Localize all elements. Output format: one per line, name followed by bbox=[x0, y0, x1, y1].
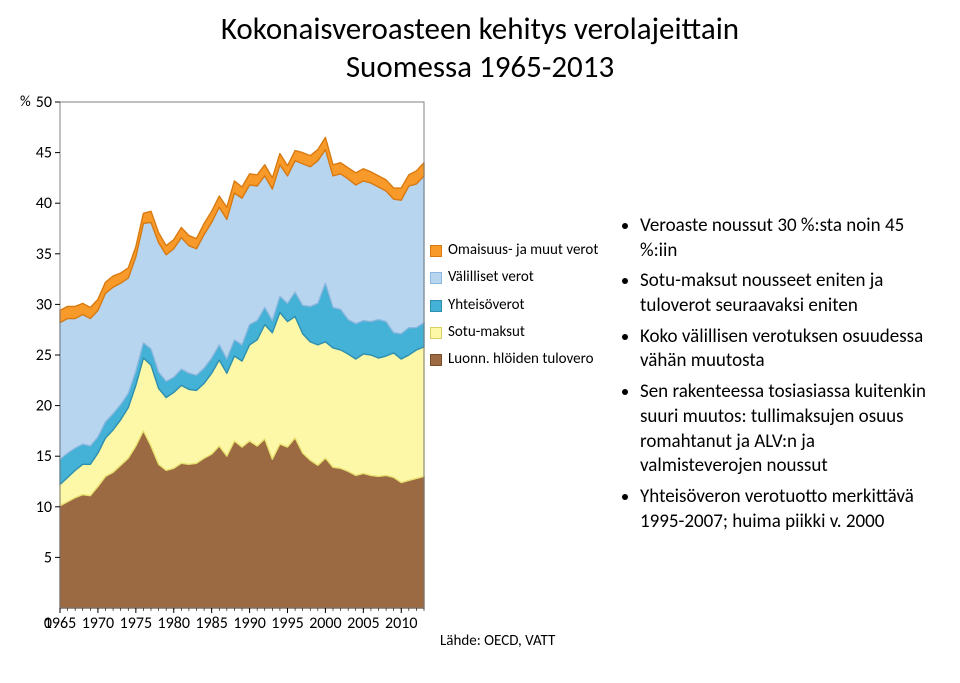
svg-text:45: 45 bbox=[36, 144, 52, 163]
bullet-4: Yhteisöveron verotuotto merkittävä 1995-… bbox=[640, 485, 940, 534]
svg-text:35: 35 bbox=[36, 245, 52, 264]
svg-text:20: 20 bbox=[36, 397, 52, 416]
svg-text:2000: 2000 bbox=[309, 614, 341, 633]
svg-text:1995: 1995 bbox=[271, 614, 303, 633]
svg-text:2010: 2010 bbox=[385, 614, 417, 633]
svg-text:%: % bbox=[20, 94, 31, 111]
chart-area: 5101520253035404550196519701975198019851… bbox=[20, 94, 430, 654]
legend-swatch bbox=[430, 327, 442, 339]
bullet-notes: Veroaste noussut 30 %:sta noin 45 %:iin S… bbox=[620, 94, 940, 540]
bullet-3: Sen rakenteessa tosiasiassa kuitenkin su… bbox=[640, 380, 940, 479]
svg-text:1975: 1975 bbox=[120, 614, 152, 633]
legend-item-luonn: Luonn. hlöiden tulovero bbox=[430, 351, 620, 368]
legend-label: Omaisuus- ja muut verot bbox=[448, 242, 598, 259]
legend-swatch bbox=[430, 354, 442, 366]
source-label: Lähde: OECD, VATT bbox=[440, 632, 555, 650]
svg-text:0: 0 bbox=[44, 614, 52, 633]
svg-text:1985: 1985 bbox=[195, 614, 227, 633]
bullet-1: Sotu-maksut nousseet eniten ja tuloverot… bbox=[640, 269, 940, 318]
legend-item-yhteiso: Yhteisöverot bbox=[430, 297, 620, 314]
legend-swatch bbox=[430, 300, 442, 312]
legend-label: Yhteisöverot bbox=[448, 297, 525, 314]
legend-item-valilliset: Välilliset verot bbox=[430, 269, 620, 286]
legend-item-sotu: Sotu-maksut bbox=[430, 324, 620, 341]
svg-text:15: 15 bbox=[36, 447, 52, 466]
svg-text:1990: 1990 bbox=[233, 614, 265, 633]
bullet-0: Veroaste noussut 30 %:sta noin 45 %:iin bbox=[640, 214, 940, 263]
bullet-2: Koko välillisen verotuksen osuudessa väh… bbox=[640, 325, 940, 374]
svg-text:2005: 2005 bbox=[347, 614, 379, 633]
svg-text:1980: 1980 bbox=[158, 614, 190, 633]
svg-text:5: 5 bbox=[44, 548, 52, 567]
svg-text:40: 40 bbox=[36, 194, 52, 213]
legend-item-omaisuus: Omaisuus- ja muut verot bbox=[430, 242, 620, 259]
legend-label: Sotu-maksut bbox=[448, 324, 525, 341]
chart-legend: Omaisuus- ja muut verot Välilliset verot Y… bbox=[430, 94, 620, 378]
svg-text:30: 30 bbox=[36, 295, 52, 314]
legend-swatch bbox=[430, 245, 442, 257]
legend-label: Välilliset verot bbox=[448, 269, 534, 286]
chart-title: Kokonaisveroasteen kehitys verolajeittai… bbox=[20, 10, 940, 86]
legend-swatch bbox=[430, 272, 442, 284]
svg-text:25: 25 bbox=[36, 346, 52, 365]
legend-label: Luonn. hlöiden tulovero bbox=[448, 351, 594, 368]
svg-text:50: 50 bbox=[36, 94, 52, 112]
svg-text:1970: 1970 bbox=[82, 614, 114, 633]
svg-text:10: 10 bbox=[36, 498, 52, 517]
